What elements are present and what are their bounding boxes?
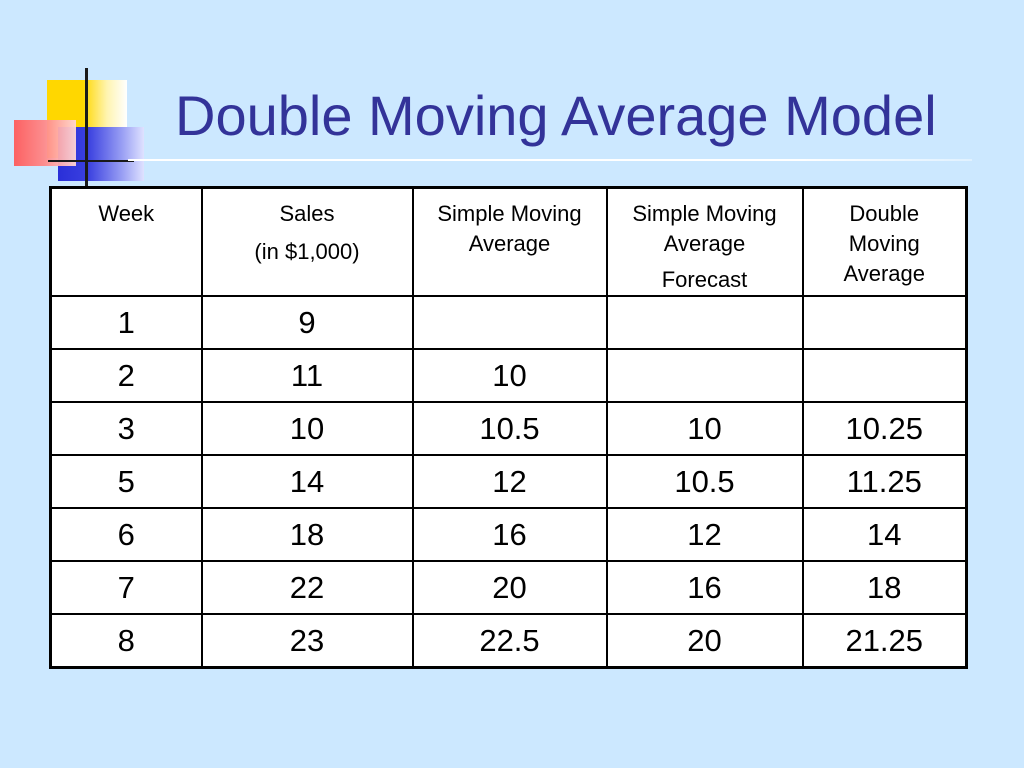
cell-sma: 10	[411, 348, 608, 403]
cell-sales: 14	[200, 454, 414, 509]
cell-sales: 10	[200, 401, 414, 456]
cell-sma-forecast	[605, 295, 804, 350]
table-row: 3 10 10.5 10 10.25	[49, 401, 968, 456]
table-row: 5 14 12 10.5 11.25	[49, 454, 968, 509]
header-smaf-line2: Average	[663, 231, 746, 256]
table-row: 7 22 20 16 18	[49, 560, 968, 615]
cell-sma-forecast: 16	[605, 560, 804, 615]
header-dma-line1: Double	[849, 201, 920, 226]
cell-sma-forecast: 12	[605, 507, 804, 562]
table-row: 8 23 22.5 20 21.25	[49, 613, 968, 669]
cell-week: 1	[49, 295, 203, 350]
header-week: Week	[49, 186, 203, 297]
header-sales-label: Sales	[279, 201, 335, 226]
header-dma-line3: Average	[843, 261, 926, 286]
cell-week: 3	[49, 401, 203, 456]
cell-sales: 23	[200, 613, 414, 669]
cell-dma: 10.25	[801, 401, 968, 456]
cell-sma	[411, 295, 608, 350]
table-row: 2 11 10	[49, 348, 968, 403]
cell-sales: 18	[200, 507, 414, 562]
table-row: 6 18 16 12 14	[49, 507, 968, 562]
cell-week: 2	[49, 348, 203, 403]
cell-sales: 22	[200, 560, 414, 615]
header-smaf-line3: Forecast	[661, 267, 748, 292]
cell-sma-forecast: 10	[605, 401, 804, 456]
header-sma-forecast: Simple Moving Average Forecast	[605, 186, 804, 297]
cell-week: 8	[49, 613, 203, 669]
header-double-moving-average: Double Moving Average	[801, 186, 968, 297]
header-simple-moving-average: Simple Moving Average	[411, 186, 608, 297]
title-underline	[128, 159, 972, 161]
cell-week: 7	[49, 560, 203, 615]
slide-title: Double Moving Average Model	[175, 84, 937, 147]
header-smaf-line1: Simple Moving	[632, 201, 777, 226]
table-header-row: Week Sales (in $1,000) Simple Moving Ave…	[49, 186, 968, 297]
cell-sales: 11	[200, 348, 414, 403]
cell-sma: 16	[411, 507, 608, 562]
cell-sma-forecast: 10.5	[605, 454, 804, 509]
header-week-label: Week	[98, 201, 155, 226]
header-sma-line1: Simple Moving	[437, 201, 582, 226]
cell-dma: 11.25	[801, 454, 968, 509]
cell-dma: 18	[801, 560, 968, 615]
table-row: 1 9	[49, 295, 968, 350]
cell-sma: 12	[411, 454, 608, 509]
cell-dma	[801, 295, 968, 350]
cell-sma-forecast: 20	[605, 613, 804, 669]
decor-horizontal-line	[48, 160, 134, 162]
header-sales-unit: (in $1,000)	[254, 239, 360, 264]
cell-dma: 21.25	[801, 613, 968, 669]
cell-sales: 9	[200, 295, 414, 350]
decor-red-square	[14, 120, 76, 166]
header-sales: Sales (in $1,000)	[200, 186, 414, 297]
cell-week: 6	[49, 507, 203, 562]
cell-sma-forecast	[605, 348, 804, 403]
cell-sma: 10.5	[411, 401, 608, 456]
cell-week: 5	[49, 454, 203, 509]
cell-dma	[801, 348, 968, 403]
header-sma-line2: Average	[468, 231, 551, 256]
cell-sma: 22.5	[411, 613, 608, 669]
data-table: Week Sales (in $1,000) Simple Moving Ave…	[49, 186, 968, 669]
cell-dma: 14	[801, 507, 968, 562]
header-dma-line2: Moving	[848, 231, 920, 256]
decor-vertical-line	[85, 68, 88, 187]
cell-sma: 20	[411, 560, 608, 615]
